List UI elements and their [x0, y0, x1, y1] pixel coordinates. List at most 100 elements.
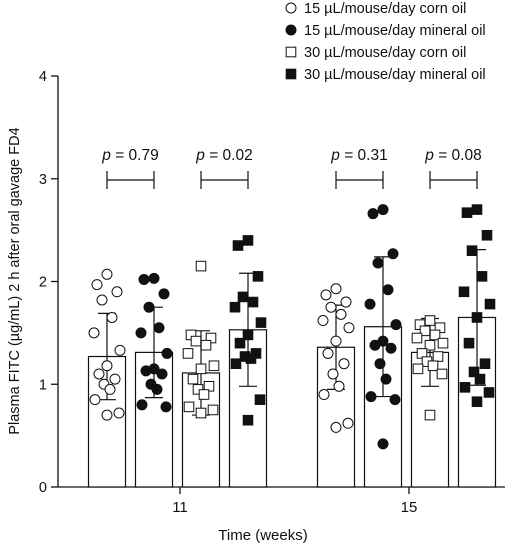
data-point-15-l-mouse-day-corn-oil: [343, 322, 355, 334]
data-point-30-l-mouse-day-corn-oil: [187, 373, 199, 385]
x-tick-label: 15: [401, 499, 418, 516]
data-point-15-l-mouse-day-mineral-oil: [138, 273, 150, 285]
data-point-15-l-mouse-day-mineral-oil: [151, 383, 163, 395]
data-point-15-l-mouse-day-mineral-oil: [153, 322, 165, 334]
data-point-30-l-mouse-day-corn-oil: [195, 260, 207, 272]
y-tick-label: 2: [39, 275, 47, 291]
data-point-15-l-mouse-day-corn-oil: [342, 417, 354, 429]
data-point-30-l-mouse-day-mineral-oil: [247, 296, 259, 308]
data-point-15-l-mouse-day-corn-oil: [330, 421, 342, 433]
data-point-30-l-mouse-day-mineral-oil: [230, 358, 242, 369]
legend-marker-30-l-mouse-day-mineral-oil: [285, 68, 297, 80]
data-point-30-l-mouse-day-corn-oil: [183, 401, 195, 413]
data-point-15-l-mouse-day-mineral-oil: [160, 401, 172, 413]
data-point-15-l-mouse-day-mineral-oil: [140, 365, 152, 377]
data-point-15-l-mouse-day-corn-oil: [327, 368, 339, 380]
p-value-label: p = 0.31: [330, 147, 387, 164]
x-axis: 11 15: [58, 486, 505, 516]
data-point-30-l-mouse-day-mineral-oil: [459, 382, 471, 393]
data-point-15-l-mouse-day-mineral-oil: [367, 208, 379, 220]
legend-marker-15-l-mouse-day-mineral-oil: [285, 24, 297, 36]
data-point-15-l-mouse-day-corn-oil: [104, 383, 116, 395]
data-point-15-l-mouse-day-mineral-oil: [385, 342, 397, 354]
y-tick-label: 3: [39, 172, 47, 188]
data-point-30-l-mouse-day-mineral-oil: [479, 358, 491, 369]
data-point-30-l-mouse-day-mineral-oil: [474, 373, 486, 385]
data-point-30-l-mouse-day-mineral-oil: [254, 394, 266, 405]
data-point-30-l-mouse-day-mineral-oil: [234, 337, 246, 349]
data-point-30-l-mouse-day-corn-oil: [436, 368, 448, 380]
p-symbol: p: [330, 147, 340, 164]
data-point-30-l-mouse-day-mineral-oil: [476, 271, 488, 282]
data-point-30-l-mouse-day-mineral-oil: [237, 291, 249, 303]
data-point-30-l-mouse-day-corn-oil: [208, 360, 220, 372]
data-point-30-l-mouse-day-corn-oil: [424, 409, 436, 421]
data-point-30-l-mouse-day-mineral-oil: [466, 245, 478, 256]
data-point-30-l-mouse-day-mineral-oil: [461, 207, 473, 218]
data-point-15-l-mouse-day-corn-oil: [330, 335, 342, 347]
data-point-15-l-mouse-day-corn-oil: [93, 368, 105, 380]
y-tick-label: 0: [39, 480, 47, 496]
data-point-15-l-mouse-day-mineral-oil: [143, 301, 155, 313]
data-point-30-l-mouse-day-corn-oil: [424, 315, 436, 326]
data-point-30-l-mouse-day-corn-oil: [429, 329, 441, 341]
data-point-15-l-mouse-day-mineral-oil: [372, 257, 384, 269]
data-point-15-l-mouse-day-corn-oil: [106, 311, 118, 323]
data-point-15-l-mouse-day-corn-oil: [109, 373, 121, 385]
data-point-15-l-mouse-day-corn-oil: [101, 409, 113, 421]
data-point-15-l-mouse-day-mineral-oil: [369, 339, 381, 351]
data-point-15-l-mouse-day-corn-oil: [89, 394, 101, 406]
data-point-30-l-mouse-day-mineral-oil: [242, 414, 254, 426]
data-point-15-l-mouse-day-mineral-oil: [364, 298, 376, 310]
data-point-15-l-mouse-day-corn-oil: [111, 286, 123, 298]
data-point-15-l-mouse-day-corn-oil: [96, 294, 108, 306]
data-point-15-l-mouse-day-mineral-oil: [136, 399, 148, 411]
data-point-15-l-mouse-day-corn-oil: [101, 360, 113, 372]
data-point-15-l-mouse-day-corn-oil: [330, 283, 342, 295]
data-point-15-l-mouse-day-corn-oil: [113, 407, 125, 419]
data-point-30-l-mouse-day-corn-oil: [424, 339, 436, 351]
data-point-30-l-mouse-day-corn-oil: [427, 360, 439, 372]
data-point-15-l-mouse-day-corn-oil: [325, 301, 337, 313]
data-point-30-l-mouse-day-corn-oil: [190, 335, 202, 347]
data-point-15-l-mouse-day-corn-oil: [320, 289, 332, 301]
data-point-30-l-mouse-day-corn-oil: [195, 363, 207, 375]
data-point-15-l-mouse-day-corn-oil: [88, 327, 100, 339]
legend: 15 µL/mouse/day corn oil 15 µL/mouse/day …: [285, 1, 486, 83]
data-point-30-l-mouse-day-mineral-oil: [463, 337, 475, 349]
annotations-layer: p = 0.79 p = 0.02 p = 0.31 p = 0.08: [101, 147, 482, 189]
legend-label-15-l-mouse-day-corn-oil: 15 µL/mouse/day corn oil: [304, 1, 466, 17]
x-axis-label: Time (weeks): [218, 527, 307, 544]
p-symbol: p: [195, 147, 205, 164]
data-point-15-l-mouse-day-mineral-oil: [135, 327, 147, 339]
p-symbol: p: [101, 147, 111, 164]
legend-marker-15-l-mouse-day-corn-oil: [285, 2, 297, 14]
data-point-30-l-mouse-day-mineral-oil: [255, 317, 267, 328]
data-point-15-l-mouse-day-mineral-oil: [148, 272, 160, 284]
data-point-30-l-mouse-day-corn-oil: [195, 407, 207, 419]
data-point-15-l-mouse-day-corn-oil: [317, 315, 329, 327]
y-tick-label: 1: [39, 377, 47, 393]
data-point-15-l-mouse-day-mineral-oil: [158, 288, 170, 300]
data-point-15-l-mouse-day-mineral-oil: [390, 319, 402, 331]
data-point-30-l-mouse-day-mineral-oil: [484, 298, 496, 310]
p-value-label: p = 0.79: [101, 147, 158, 164]
legend-label-30-l-mouse-day-corn-oil: 30 µL/mouse/day corn oil: [304, 45, 466, 61]
data-point-15-l-mouse-day-mineral-oil: [389, 394, 401, 406]
data-point-30-l-mouse-day-mineral-oil: [471, 204, 483, 215]
data-point-30-l-mouse-day-mineral-oil: [468, 366, 480, 378]
data-point-15-l-mouse-day-mineral-oil: [161, 347, 173, 359]
p-symbol: p: [424, 147, 434, 164]
data-point-15-l-mouse-day-mineral-oil: [365, 391, 377, 403]
data-point-15-l-mouse-day-corn-oil: [91, 279, 103, 291]
data-point-15-l-mouse-day-mineral-oil: [380, 373, 392, 385]
data-point-15-l-mouse-day-corn-oil: [114, 344, 126, 356]
data-point-15-l-mouse-day-mineral-oil: [156, 368, 168, 380]
legend-label-15-l-mouse-day-mineral-oil: 15 µL/mouse/day mineral oil: [304, 23, 486, 39]
data-point-15-l-mouse-day-corn-oil: [101, 268, 113, 280]
legend-marker-30-l-mouse-day-corn-oil: [285, 46, 297, 58]
data-point-30-l-mouse-day-mineral-oil: [471, 312, 483, 323]
data-point-30-l-mouse-day-corn-oil: [412, 363, 424, 375]
data-point-15-l-mouse-day-mineral-oil: [374, 358, 386, 370]
